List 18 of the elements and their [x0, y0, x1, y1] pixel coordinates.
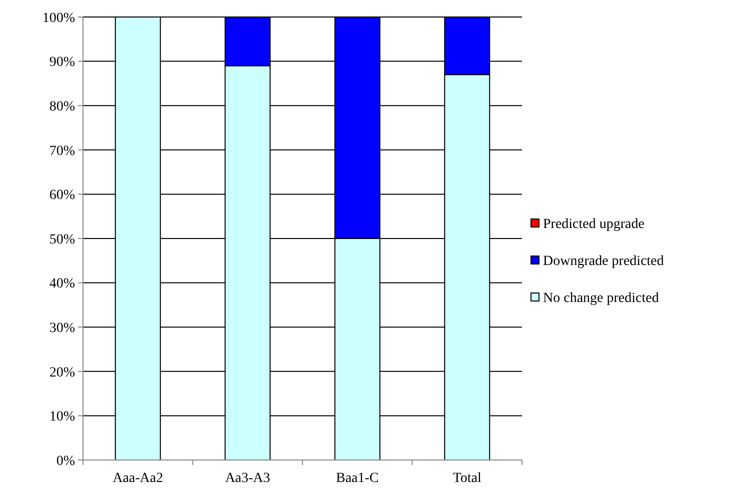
y-tick-label: 40% — [49, 276, 76, 292]
y-tick-label: 60% — [49, 188, 76, 204]
y-tick-label: 70% — [49, 144, 76, 159]
x-tick-label: Baa1-C — [336, 471, 379, 486]
x-tick-label: Aaa-Aa2 — [112, 471, 164, 486]
x-tick-label: Aa3-A3 — [225, 471, 270, 486]
y-tick-label: 10% — [49, 410, 76, 425]
y-tick-label: 100% — [42, 10, 76, 26]
y-tick-label: 80% — [49, 100, 76, 114]
y-tick-label: 0% — [56, 454, 76, 469]
legend-label: No change predicted — [543, 290, 659, 306]
legend-label: Downgrade predicted — [543, 254, 664, 269]
y-tick-label: 50% — [49, 232, 76, 248]
x-tick-label: Total — [452, 471, 482, 486]
y-tick-label: 20% — [49, 365, 76, 380]
legend-label: Predicted upgrade — [543, 216, 644, 232]
y-tick-label: 30% — [49, 321, 76, 336]
y-tick-label: 90% — [49, 55, 76, 70]
